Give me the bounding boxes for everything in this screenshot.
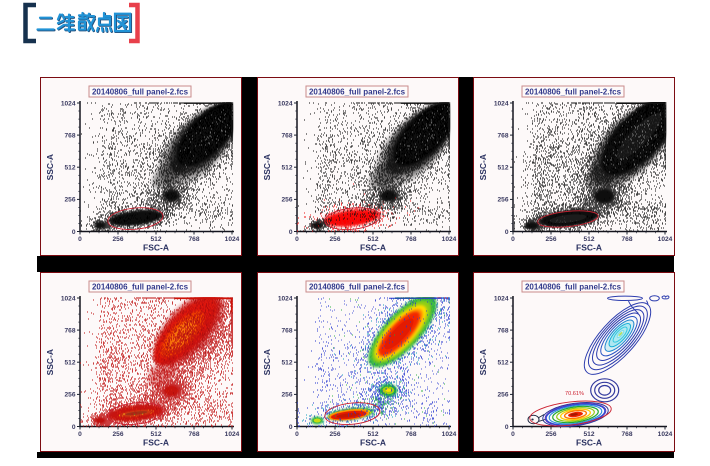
svg-text:768: 768 bbox=[497, 132, 508, 139]
svg-text:1024: 1024 bbox=[442, 431, 457, 438]
svg-text:SSC-A: SSC-A bbox=[45, 349, 55, 375]
svg-text:512: 512 bbox=[64, 360, 75, 367]
svg-text:0: 0 bbox=[295, 431, 299, 438]
svg-text:256: 256 bbox=[64, 197, 75, 204]
svg-text:768: 768 bbox=[281, 327, 292, 334]
svg-text:768: 768 bbox=[405, 236, 416, 243]
svg-text:20140806_full panel-2.fcs: 20140806_full panel-2.fcs bbox=[525, 88, 622, 97]
svg-text:FSC-A: FSC-A bbox=[143, 243, 169, 253]
svg-text:768: 768 bbox=[64, 132, 75, 139]
svg-text:512: 512 bbox=[497, 360, 508, 367]
svg-text:0: 0 bbox=[505, 424, 509, 431]
svg-text:512: 512 bbox=[367, 236, 378, 243]
svg-text:0: 0 bbox=[505, 229, 509, 236]
svg-text:FSC-A: FSC-A bbox=[576, 243, 602, 253]
svg-text:1024: 1024 bbox=[442, 236, 457, 243]
svg-text:768: 768 bbox=[188, 236, 199, 243]
svg-text:SSC-A: SSC-A bbox=[45, 154, 55, 180]
svg-text:256: 256 bbox=[497, 392, 508, 399]
svg-text:512: 512 bbox=[497, 165, 508, 172]
svg-text:0: 0 bbox=[72, 229, 76, 236]
svg-text:SSC-A: SSC-A bbox=[262, 154, 272, 180]
svg-text:256: 256 bbox=[329, 236, 340, 243]
svg-text:768: 768 bbox=[188, 431, 199, 438]
svg-text:1024: 1024 bbox=[61, 100, 76, 107]
svg-text:1024: 1024 bbox=[225, 431, 240, 438]
svg-text:256: 256 bbox=[545, 236, 556, 243]
svg-text:256: 256 bbox=[281, 197, 292, 204]
svg-text:20140806_full panel-2.fcs: 20140806_full panel-2.fcs bbox=[309, 88, 406, 97]
svg-text:1024: 1024 bbox=[658, 236, 673, 243]
svg-text:FSC-A: FSC-A bbox=[360, 438, 386, 448]
svg-text:1024: 1024 bbox=[494, 295, 509, 302]
svg-text:512: 512 bbox=[64, 165, 75, 172]
svg-text:0: 0 bbox=[289, 424, 293, 431]
svg-text:FSC-A: FSC-A bbox=[576, 438, 602, 448]
svg-text:512: 512 bbox=[281, 360, 292, 367]
svg-text:0: 0 bbox=[78, 236, 82, 243]
svg-text:SSC-A: SSC-A bbox=[478, 154, 488, 180]
svg-text:768: 768 bbox=[497, 327, 508, 334]
svg-text:768: 768 bbox=[621, 431, 632, 438]
svg-text:0: 0 bbox=[289, 229, 293, 236]
svg-text:SSC-A: SSC-A bbox=[262, 349, 272, 375]
svg-text:0: 0 bbox=[511, 431, 515, 438]
svg-text:768: 768 bbox=[281, 132, 292, 139]
svg-text:FSC-A: FSC-A bbox=[360, 243, 386, 253]
svg-text:256: 256 bbox=[497, 197, 508, 204]
svg-text:1024: 1024 bbox=[658, 431, 673, 438]
svg-text:256: 256 bbox=[329, 431, 340, 438]
svg-text:SSC-A: SSC-A bbox=[478, 349, 488, 375]
svg-text:70.61%: 70.61% bbox=[565, 391, 584, 397]
svg-text:256: 256 bbox=[281, 392, 292, 399]
svg-text:768: 768 bbox=[621, 236, 632, 243]
svg-text:512: 512 bbox=[150, 236, 161, 243]
svg-text:256: 256 bbox=[64, 392, 75, 399]
svg-text:0: 0 bbox=[295, 236, 299, 243]
svg-text:0: 0 bbox=[78, 431, 82, 438]
svg-text:20140806_full panel-2.fcs: 20140806_full panel-2.fcs bbox=[92, 283, 189, 292]
svg-text:256: 256 bbox=[545, 431, 556, 438]
svg-text:512: 512 bbox=[367, 431, 378, 438]
svg-text:0: 0 bbox=[72, 424, 76, 431]
svg-text:1024: 1024 bbox=[494, 100, 509, 107]
svg-text:768: 768 bbox=[64, 327, 75, 334]
svg-text:20140806_full panel-2.fcs: 20140806_full panel-2.fcs bbox=[92, 88, 189, 97]
svg-text:512: 512 bbox=[583, 431, 594, 438]
svg-text:512: 512 bbox=[281, 165, 292, 172]
svg-text:1024: 1024 bbox=[225, 236, 240, 243]
svg-text:1024: 1024 bbox=[278, 295, 293, 302]
svg-text:512: 512 bbox=[150, 431, 161, 438]
svg-text:256: 256 bbox=[112, 431, 123, 438]
svg-text:512: 512 bbox=[583, 236, 594, 243]
svg-text:0: 0 bbox=[511, 236, 515, 243]
svg-text:1024: 1024 bbox=[278, 100, 293, 107]
svg-text:20140806_full panel-2.fcs: 20140806_full panel-2.fcs bbox=[309, 283, 406, 292]
svg-text:1024: 1024 bbox=[61, 295, 76, 302]
svg-text:256: 256 bbox=[112, 236, 123, 243]
svg-text:20140806_full panel-2.fcs: 20140806_full panel-2.fcs bbox=[525, 283, 622, 292]
svg-text:768: 768 bbox=[405, 431, 416, 438]
svg-text:FSC-A: FSC-A bbox=[143, 438, 169, 448]
